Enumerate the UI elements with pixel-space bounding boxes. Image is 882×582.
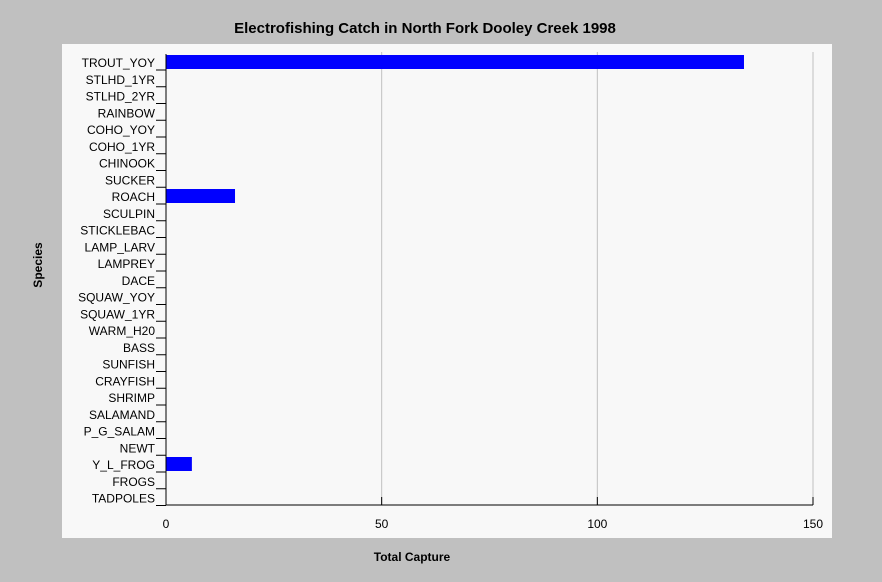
x-tick-label: 0 <box>163 517 170 531</box>
bars <box>166 55 744 471</box>
x-tick-label: 150 <box>803 517 823 531</box>
plot-area <box>62 44 832 538</box>
y-tick-label: CHINOOK <box>99 157 155 171</box>
chart-title: Electrofishing Catch in North Fork Doole… <box>234 20 616 37</box>
y-tick-label: SUCKER <box>105 173 155 187</box>
bar <box>166 189 236 203</box>
y-tick-label: CRAYFISH <box>95 374 155 388</box>
y-tick-label: COHO_YOY <box>87 123 155 137</box>
y-tick-label: SQUAW_YOY <box>78 291 155 305</box>
y-tick-label: SUNFISH <box>102 358 155 372</box>
bar <box>166 55 744 69</box>
grid-lines <box>381 52 814 505</box>
y-tick-label: SCULPIN <box>103 207 155 221</box>
axes: 0 50 100 150 TROUT_YOY STLHD_1YR STLHD_2YR RAIN… <box>78 54 823 531</box>
y-tick-label: P_G_SALAM <box>84 425 155 439</box>
x-tick-label: 50 <box>375 517 389 531</box>
y-tick-label: STLHD_2YR <box>86 90 156 104</box>
y-tick-label: TADPOLES <box>92 492 155 506</box>
y-tick-label: STLHD_1YR <box>86 73 156 87</box>
y-tick-label: ROACH <box>112 190 155 204</box>
y-tick-label: COHO_1YR <box>89 140 155 154</box>
y-tick-label: FROGS <box>112 475 155 489</box>
y-tick-label: DACE <box>122 274 155 288</box>
x-axis-title: Total Capture <box>374 550 451 564</box>
y-tick-label: LAMP_LARV <box>85 240 155 254</box>
y-tick-label: LAMPREY <box>98 257 155 271</box>
x-tick-label: 100 <box>587 517 607 531</box>
y-tick-label: NEWT <box>120 441 156 455</box>
y-tick-label: STICKLEBAC <box>80 224 155 238</box>
y-tick-label: SQUAW_1YR <box>80 307 155 321</box>
bar <box>166 457 192 471</box>
y-axis-title: Species <box>31 242 45 288</box>
y-tick-label: SALAMAND <box>89 408 155 422</box>
y-tick-label: TROUT_YOY <box>82 56 155 70</box>
y-tick-label: BASS <box>123 341 155 355</box>
y-tick-label: SHRIMP <box>108 391 155 405</box>
y-tick-label: WARM_H20 <box>89 324 156 338</box>
y-tick-label: Y_L_FROG <box>92 458 155 472</box>
y-tick-label: RAINBOW <box>98 106 156 120</box>
